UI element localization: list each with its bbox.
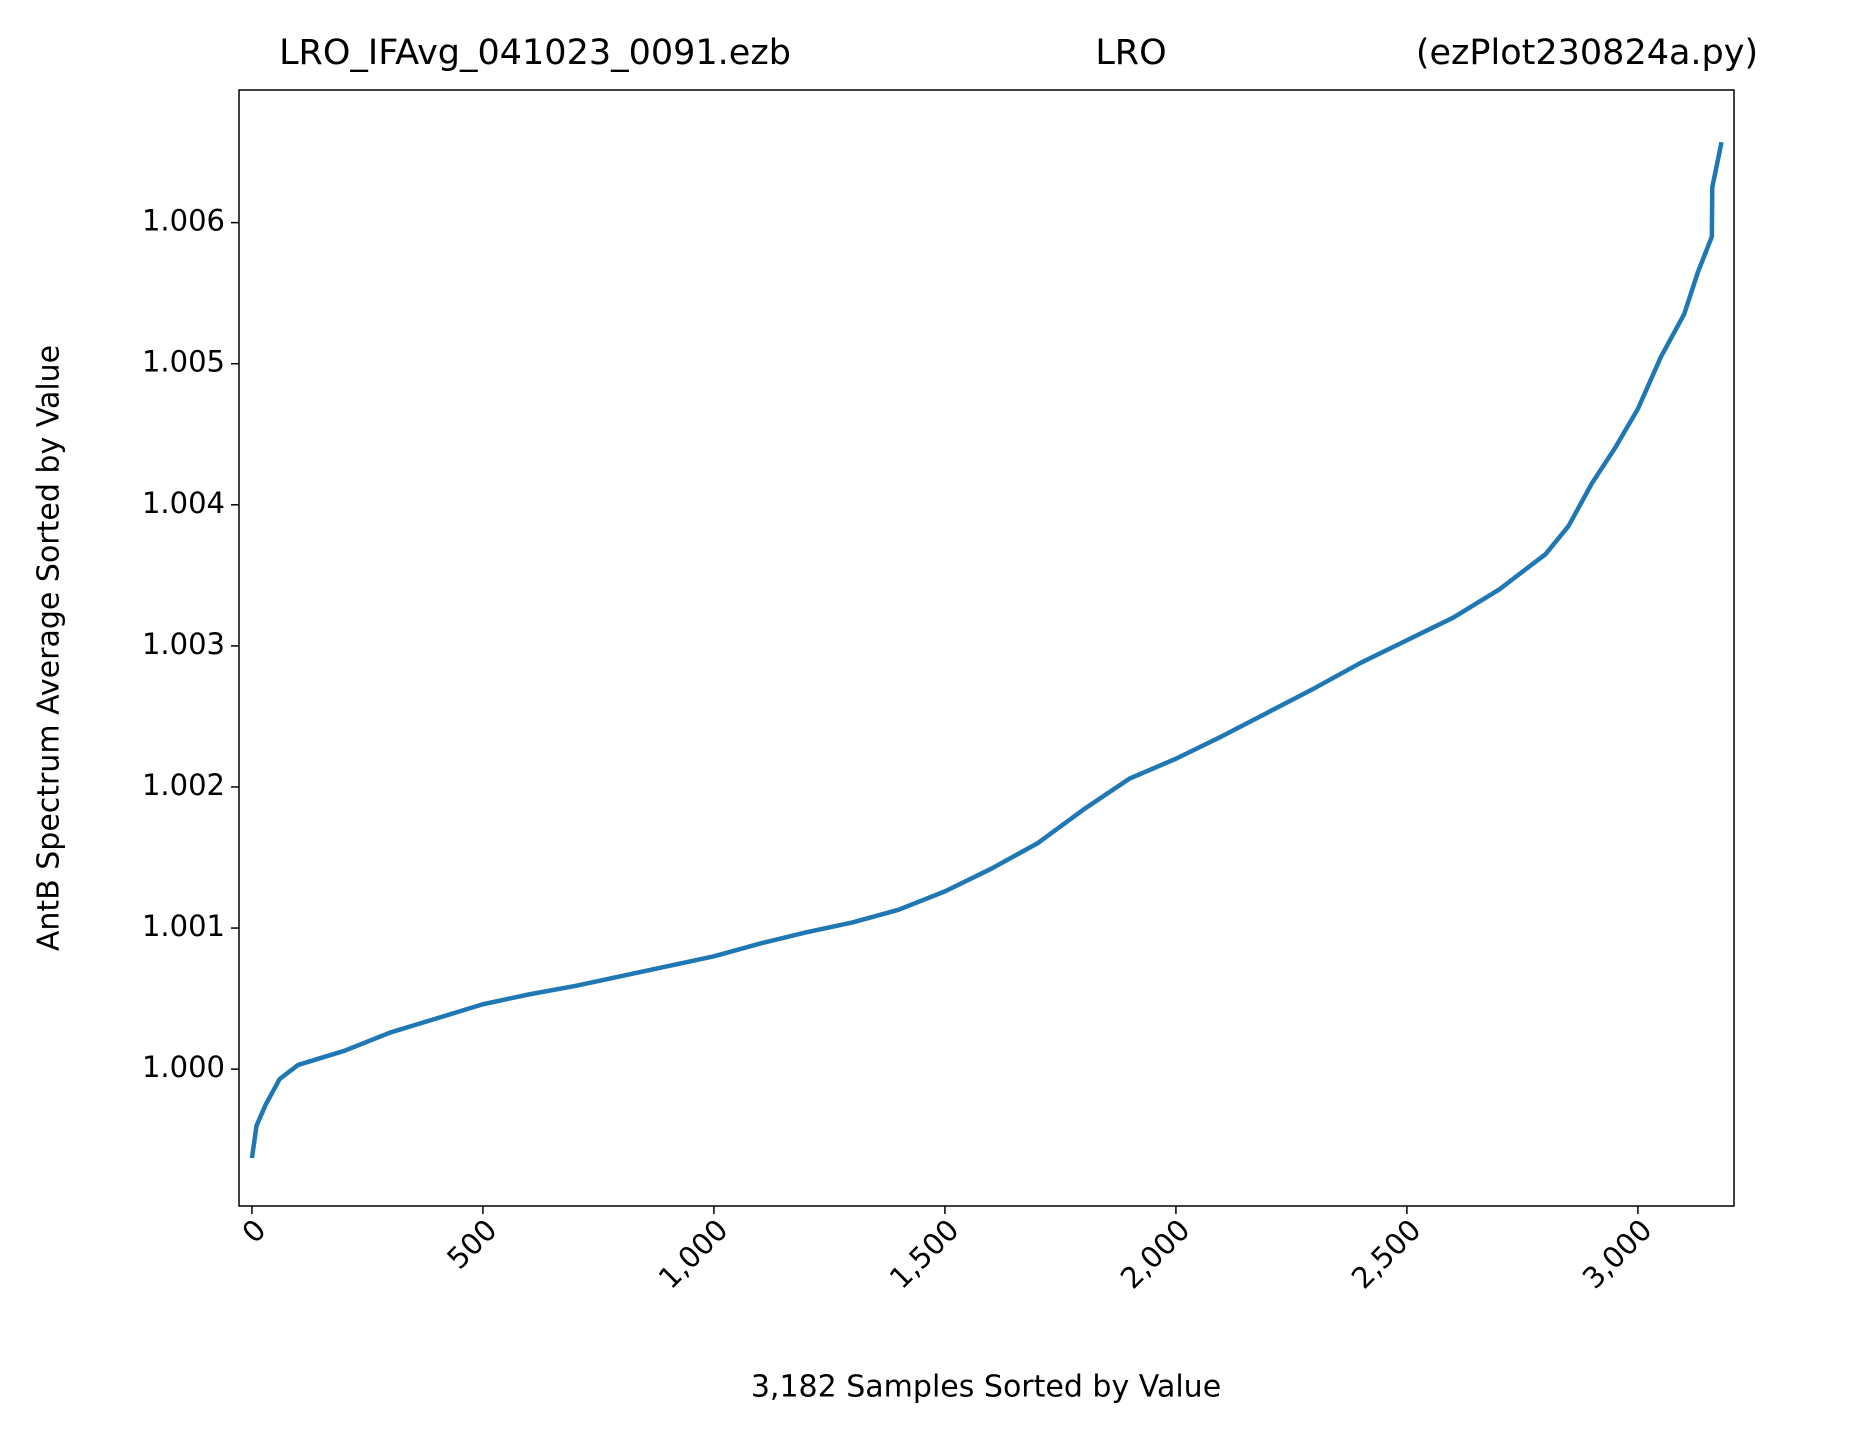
data-line (249, 141, 1724, 1159)
y-tick-label: 1.005 (142, 345, 225, 379)
x-tick-label: 1,500 (883, 1213, 966, 1296)
x-tick-label: 2,500 (1345, 1213, 1428, 1296)
x-tick-label: 1,000 (652, 1213, 735, 1296)
chart-title: LRO (1095, 33, 1166, 73)
y-tick-label: 1.003 (142, 627, 225, 661)
x-tick-label: 500 (440, 1213, 503, 1276)
chart-title: LRO_IFAvg_041023_0091.ezb (279, 33, 791, 73)
plot-frame (238, 89, 1735, 1207)
x-tick-label: 3,000 (1576, 1213, 1659, 1296)
y-tick-label: 1.000 (142, 1050, 225, 1084)
chart-title: (ezPlot230824a.py) (1416, 33, 1758, 73)
y-tick-label: 1.004 (142, 486, 225, 520)
x-tick-label: 2,000 (1114, 1213, 1197, 1296)
y-tick-label: 1.006 (142, 204, 225, 238)
x-axis-label: 3,182 Samples Sorted by Value (751, 1370, 1221, 1405)
y-axis-label: AntB Spectrum Average Sorted by Value (32, 345, 67, 951)
x-tick-label: 0 (235, 1213, 272, 1250)
y-tick-label: 1.001 (142, 909, 225, 943)
y-tick-label: 1.002 (142, 768, 225, 802)
